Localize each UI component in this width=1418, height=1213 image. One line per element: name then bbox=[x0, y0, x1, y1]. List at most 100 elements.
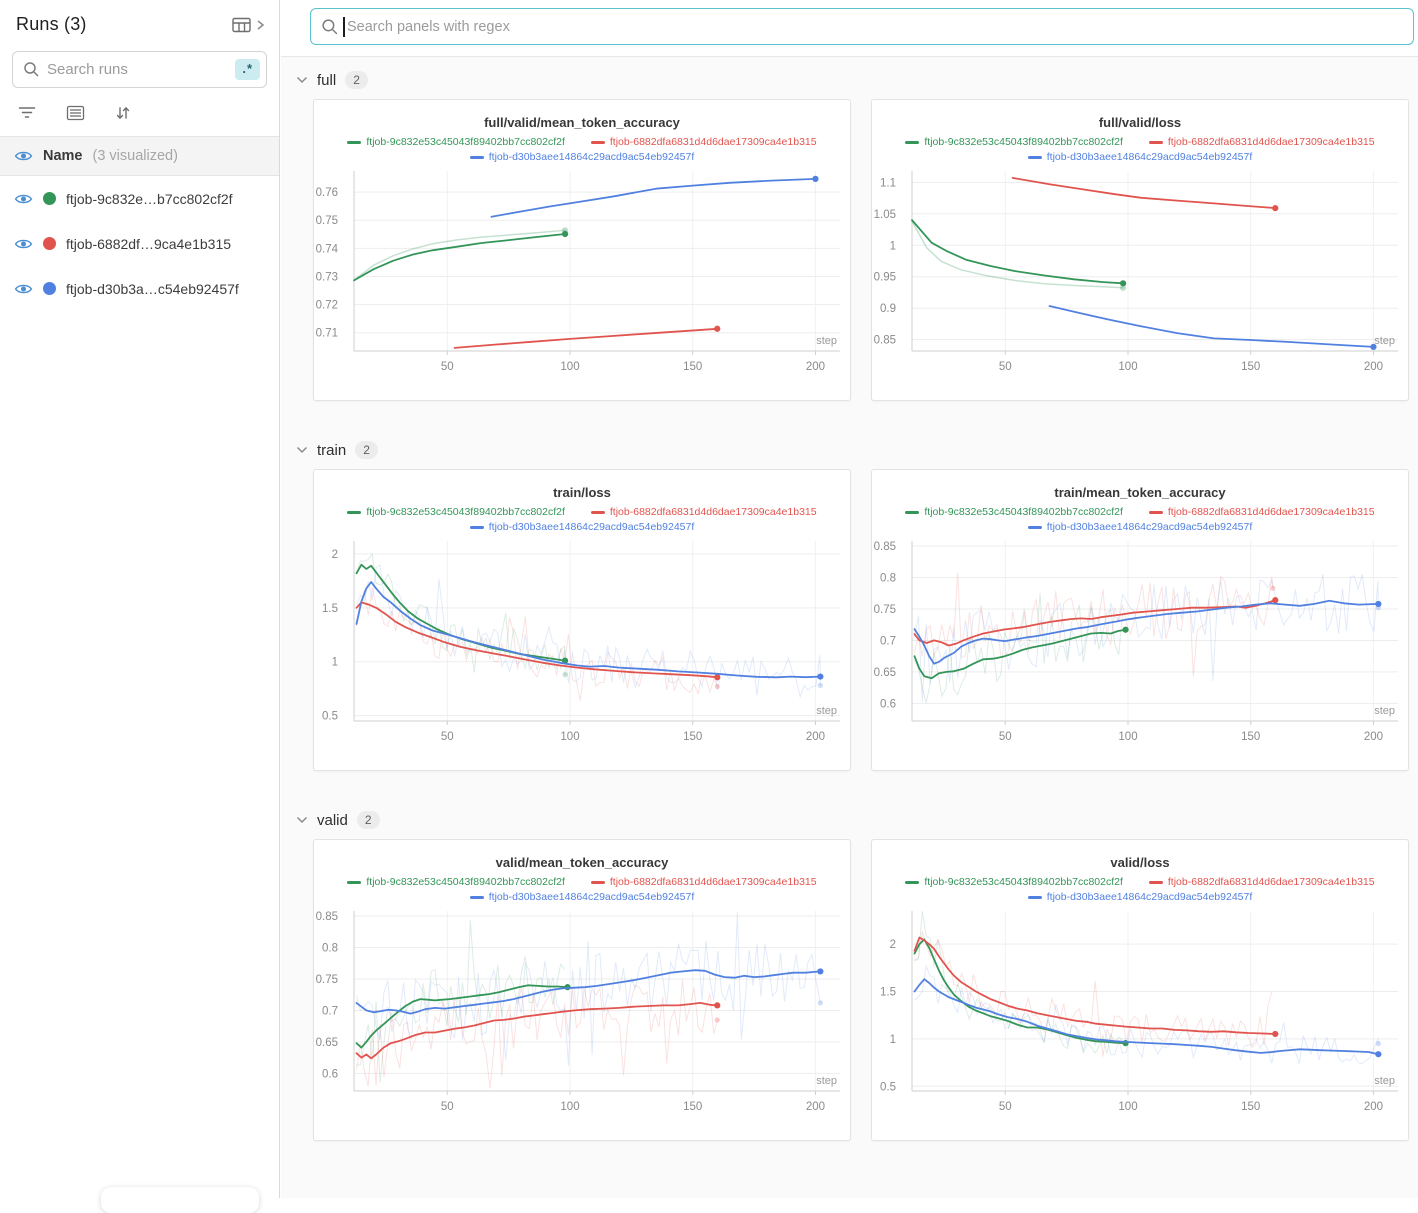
section-header[interactable]: valid 2 bbox=[296, 771, 1418, 829]
legend-entry[interactable]: ftjob-9c832e53c45043f89402bb7cc802cf2f bbox=[347, 876, 565, 888]
svg-text:1: 1 bbox=[890, 240, 896, 252]
legend-run-name: ftjob-6882dfa6831d4d6dae17309ca4e1b315 bbox=[610, 876, 817, 888]
chevron-down-icon[interactable] bbox=[296, 446, 308, 454]
run-name: ftjob-d30b3a…c54eb92457f bbox=[66, 281, 239, 297]
svg-text:0.72: 0.72 bbox=[316, 300, 338, 312]
legend-entry[interactable]: ftjob-6882dfa6831d4d6dae17309ca4e1b315 bbox=[1149, 506, 1375, 518]
expand-chevron-icon[interactable] bbox=[256, 18, 265, 32]
runs-column-header[interactable]: Name (3 visualized) bbox=[0, 136, 279, 176]
legend-entry[interactable]: ftjob-9c832e53c45043f89402bb7cc802cf2f bbox=[347, 506, 565, 518]
section-label: valid bbox=[317, 812, 348, 829]
legend-entry[interactable]: ftjob-9c832e53c45043f89402bb7cc802cf2f bbox=[905, 506, 1123, 518]
section-count-badge: 2 bbox=[345, 71, 368, 89]
legend-dash bbox=[347, 511, 361, 514]
svg-text:200: 200 bbox=[1364, 731, 1383, 743]
svg-text:0.95: 0.95 bbox=[874, 272, 896, 284]
eye-icon[interactable] bbox=[14, 282, 33, 296]
run-row[interactable]: ftjob-d30b3a…c54eb92457f bbox=[0, 266, 279, 311]
chart-legend: ftjob-9c832e53c45043f89402bb7cc802cf2f ft… bbox=[872, 876, 1408, 903]
legend-run-name: ftjob-9c832e53c45043f89402bb7cc802cf2f bbox=[366, 506, 565, 518]
svg-text:200: 200 bbox=[1364, 1101, 1383, 1113]
legend-entry[interactable]: ftjob-d30b3aee14864c29acd9ac54eb92457f bbox=[1028, 891, 1253, 903]
sort-icon[interactable] bbox=[115, 105, 131, 121]
table-view-icon[interactable] bbox=[231, 16, 253, 34]
svg-text:100: 100 bbox=[1118, 361, 1137, 373]
legend-dash bbox=[1149, 141, 1163, 144]
search-runs-input[interactable] bbox=[47, 61, 228, 78]
legend-dash bbox=[470, 526, 484, 529]
svg-text:0.65: 0.65 bbox=[316, 1037, 338, 1049]
name-column-label: Name bbox=[43, 148, 83, 164]
svg-text:step: step bbox=[816, 705, 837, 717]
section-count-badge: 2 bbox=[357, 811, 380, 829]
legend-entry[interactable]: ftjob-d30b3aee14864c29acd9ac54eb92457f bbox=[1028, 151, 1253, 163]
svg-text:0.8: 0.8 bbox=[322, 943, 338, 955]
svg-text:0.5: 0.5 bbox=[880, 1081, 896, 1093]
filter-icon[interactable] bbox=[18, 105, 36, 121]
svg-text:step: step bbox=[1374, 705, 1395, 717]
legend-entry[interactable]: ftjob-9c832e53c45043f89402bb7cc802cf2f bbox=[905, 136, 1123, 148]
legend-entry[interactable]: ftjob-6882dfa6831d4d6dae17309ca4e1b315 bbox=[1149, 876, 1375, 888]
legend-run-name: ftjob-9c832e53c45043f89402bb7cc802cf2f bbox=[924, 876, 1123, 888]
legend-entry[interactable]: ftjob-d30b3aee14864c29acd9ac54eb92457f bbox=[470, 151, 695, 163]
chart-title: train/loss bbox=[314, 485, 850, 500]
eye-icon[interactable] bbox=[14, 237, 33, 251]
svg-text:2: 2 bbox=[890, 939, 896, 951]
eye-icon[interactable] bbox=[14, 192, 33, 206]
svg-text:1.5: 1.5 bbox=[880, 987, 896, 999]
regex-toggle[interactable]: .* bbox=[235, 59, 260, 80]
text-cursor bbox=[343, 17, 345, 37]
svg-text:0.6: 0.6 bbox=[322, 1068, 338, 1080]
legend-entry[interactable]: ftjob-6882dfa6831d4d6dae17309ca4e1b315 bbox=[591, 506, 817, 518]
chart-panel[interactable]: train/mean_token_accuracy ftjob-9c832e53c… bbox=[871, 469, 1409, 771]
legend-entry[interactable]: ftjob-9c832e53c45043f89402bb7cc802cf2f bbox=[347, 136, 565, 148]
legend-entry[interactable]: ftjob-6882dfa6831d4d6dae17309ca4e1b315 bbox=[591, 876, 817, 888]
chart-panel[interactable]: train/loss ftjob-9c832e53c45043f89402bb7c… bbox=[313, 469, 851, 771]
list-view-icon[interactable] bbox=[66, 105, 85, 121]
run-row[interactable]: ftjob-9c832e…b7cc802cf2f bbox=[0, 176, 279, 221]
svg-text:0.7: 0.7 bbox=[322, 1005, 338, 1017]
chevron-down-icon[interactable] bbox=[296, 76, 308, 84]
runs-title: Runs (3) bbox=[16, 14, 87, 35]
legend-entry[interactable]: ftjob-d30b3aee14864c29acd9ac54eb92457f bbox=[470, 521, 695, 533]
svg-text:0.74: 0.74 bbox=[316, 243, 339, 255]
run-row[interactable]: ftjob-6882df…9ca4e1b315 bbox=[0, 221, 279, 266]
svg-text:200: 200 bbox=[806, 731, 825, 743]
legend-entry[interactable]: ftjob-d30b3aee14864c29acd9ac54eb92457f bbox=[470, 891, 695, 903]
legend-run-name: ftjob-6882dfa6831d4d6dae17309ca4e1b315 bbox=[1168, 876, 1375, 888]
chart-title: train/mean_token_accuracy bbox=[872, 485, 1408, 500]
legend-entry[interactable]: ftjob-6882dfa6831d4d6dae17309ca4e1b315 bbox=[1149, 136, 1375, 148]
svg-text:0.85: 0.85 bbox=[316, 911, 338, 923]
legend-dash bbox=[1149, 511, 1163, 514]
legend-entry[interactable]: ftjob-d30b3aee14864c29acd9ac54eb92457f bbox=[1028, 521, 1253, 533]
section-label: train bbox=[317, 442, 346, 459]
search-panels-input[interactable] bbox=[347, 19, 1403, 35]
legend-dash bbox=[1028, 156, 1042, 159]
legend-entry[interactable]: ftjob-6882dfa6831d4d6dae17309ca4e1b315 bbox=[591, 136, 817, 148]
run-color-dot bbox=[43, 237, 56, 250]
chart-panel[interactable]: full/valid/loss ftjob-9c832e53c45043f8940… bbox=[871, 99, 1409, 401]
chart-title: full/valid/loss bbox=[872, 115, 1408, 130]
svg-text:step: step bbox=[816, 1075, 837, 1087]
svg-text:0.73: 0.73 bbox=[316, 271, 338, 283]
svg-text:step: step bbox=[816, 335, 837, 347]
eye-icon[interactable] bbox=[14, 149, 33, 163]
search-icon bbox=[23, 61, 40, 78]
chevron-down-icon[interactable] bbox=[296, 816, 308, 824]
panels-row: train/loss ftjob-9c832e53c45043f89402bb7c… bbox=[313, 469, 1418, 771]
legend-entry[interactable]: ftjob-9c832e53c45043f89402bb7cc802cf2f bbox=[905, 876, 1123, 888]
